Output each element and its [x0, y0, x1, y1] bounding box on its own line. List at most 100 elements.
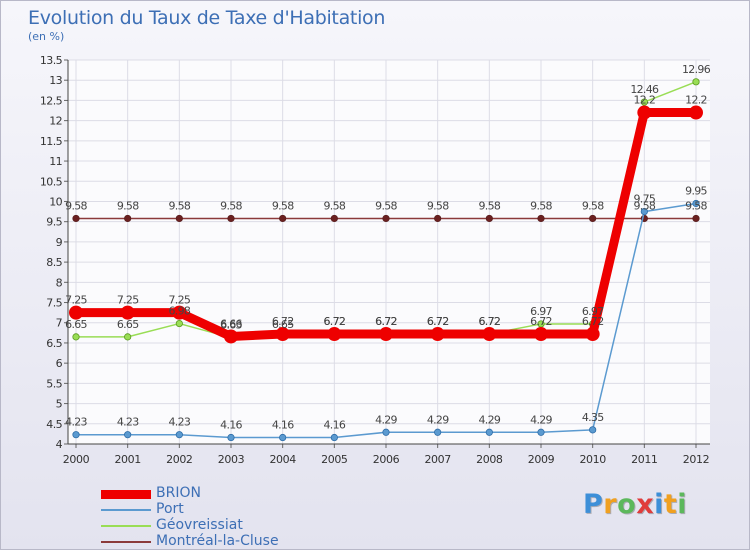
legend-item: Géovreissiat — [101, 517, 361, 534]
x-tick-label: 2001 — [114, 453, 140, 466]
data-point — [537, 214, 545, 223]
plot-area — [68, 60, 710, 444]
data-point — [534, 327, 548, 342]
data-label: 6.97 — [582, 305, 604, 318]
data-label: 4.23 — [65, 416, 87, 429]
data-point — [637, 105, 652, 120]
data-label: 7.25 — [168, 294, 190, 307]
y-tick-label: 4.5 — [46, 418, 62, 431]
data-label: 4.29 — [478, 413, 500, 426]
data-point — [589, 426, 597, 434]
data-label: 12.2 — [633, 94, 655, 107]
data-label: 7.25 — [117, 294, 139, 307]
data-point — [379, 327, 393, 342]
data-point — [382, 428, 390, 436]
y-tick-label: 4 — [56, 438, 63, 451]
legend-swatch — [101, 525, 151, 527]
data-label: 9.75 — [633, 193, 655, 206]
data-point — [175, 319, 183, 328]
data-point — [482, 327, 497, 342]
y-tick-label: 5.5 — [46, 377, 62, 390]
data-label: 6.72 — [375, 315, 397, 328]
data-point — [640, 98, 648, 106]
data-point — [585, 327, 600, 342]
data-label: 4.16 — [323, 419, 345, 432]
data-label: 6.72 — [530, 315, 552, 328]
data-label: 7.25 — [65, 294, 87, 307]
data-point — [330, 433, 338, 442]
data-label: 9.58 — [117, 199, 139, 212]
y-tick-label: 6 — [56, 357, 63, 370]
x-tick-label: 2008 — [476, 453, 503, 466]
y-tick-label: 7.5 — [46, 297, 62, 310]
y-tick-label: 10 — [49, 195, 62, 208]
data-label: 12.46 — [630, 83, 659, 96]
y-tick-label: 13.5 — [40, 54, 63, 67]
data-point — [175, 431, 183, 439]
data-point — [330, 214, 338, 223]
logo-letter: P — [583, 489, 604, 520]
logo-letter: t — [663, 489, 678, 520]
data-label: 9.58 — [272, 199, 294, 212]
data-label: 4.23 — [168, 416, 190, 429]
y-tick-label: 5 — [56, 398, 63, 411]
y-tick-label: 11.5 — [40, 135, 63, 148]
data-label: 4.16 — [272, 419, 294, 432]
data-point — [485, 214, 493, 223]
legend-label: BRION — [156, 485, 201, 501]
x-tick-label: 2011 — [631, 453, 657, 466]
legend-swatch — [101, 490, 151, 499]
data-label: 12.2 — [685, 94, 707, 107]
data-point — [227, 433, 235, 442]
data-point — [537, 428, 545, 436]
data-point — [589, 214, 597, 223]
y-tick-label: 8 — [56, 276, 63, 289]
data-point — [72, 431, 80, 439]
legend-item: Montréal-la-Cluse — [101, 533, 361, 550]
x-tick-label: 2003 — [218, 453, 245, 466]
chart-unit-label: (en %) — [28, 30, 65, 43]
y-tick-label: 7 — [56, 317, 63, 330]
data-point — [382, 214, 390, 223]
data-label: 6.72 — [478, 315, 500, 328]
data-point — [434, 214, 442, 223]
data-label: 9.58 — [220, 199, 242, 212]
data-point — [692, 214, 700, 223]
x-tick-label: 2012 — [683, 453, 709, 466]
data-label: 4.29 — [375, 413, 397, 426]
data-label: 6.72 — [375, 315, 397, 328]
logo-letter: o — [617, 489, 637, 520]
data-label: 4.16 — [220, 419, 242, 432]
data-label: 6.63 — [220, 319, 242, 332]
y-tick-label: 12.5 — [40, 94, 63, 107]
y-tick-label: 9 — [56, 236, 63, 249]
legend-item: Port — [101, 501, 361, 518]
x-tick-label: 2010 — [579, 453, 606, 466]
data-label: 4.29 — [530, 413, 552, 426]
y-tick-label: 9.5 — [46, 216, 62, 229]
data-point — [227, 214, 235, 223]
y-tick-label: 10.5 — [40, 175, 63, 188]
data-point — [430, 327, 445, 342]
legend-swatch — [101, 541, 151, 543]
data-label: 4.29 — [427, 413, 449, 426]
x-tick-label: 2000 — [63, 453, 90, 466]
logo-letter: i — [654, 489, 664, 520]
line-chart: 4 4.5 5 5.5 6 6.5 7 7.5 8 8.5 9 9.5 10 10.5 11 11.5 12 12… — [40, 54, 711, 466]
logo-letter: r — [603, 489, 618, 520]
proxiti-logo: Proxiti — [583, 489, 687, 520]
legend-label: Montréal-la-Cluse — [156, 533, 279, 549]
data-label: 9.58 — [427, 199, 449, 212]
data-label: 4.23 — [117, 416, 139, 429]
x-tick-label: 2006 — [373, 453, 400, 466]
data-point — [327, 327, 342, 342]
data-point — [279, 433, 287, 442]
data-label: 6.72 — [478, 315, 500, 328]
data-label: 6.72 — [582, 315, 604, 328]
data-label: 9.58 — [530, 199, 552, 212]
data-label: 9.95 — [685, 184, 707, 197]
data-label: 9.58 — [633, 199, 655, 212]
data-label: 6.72 — [272, 315, 294, 328]
data-label: 9.58 — [478, 199, 500, 212]
